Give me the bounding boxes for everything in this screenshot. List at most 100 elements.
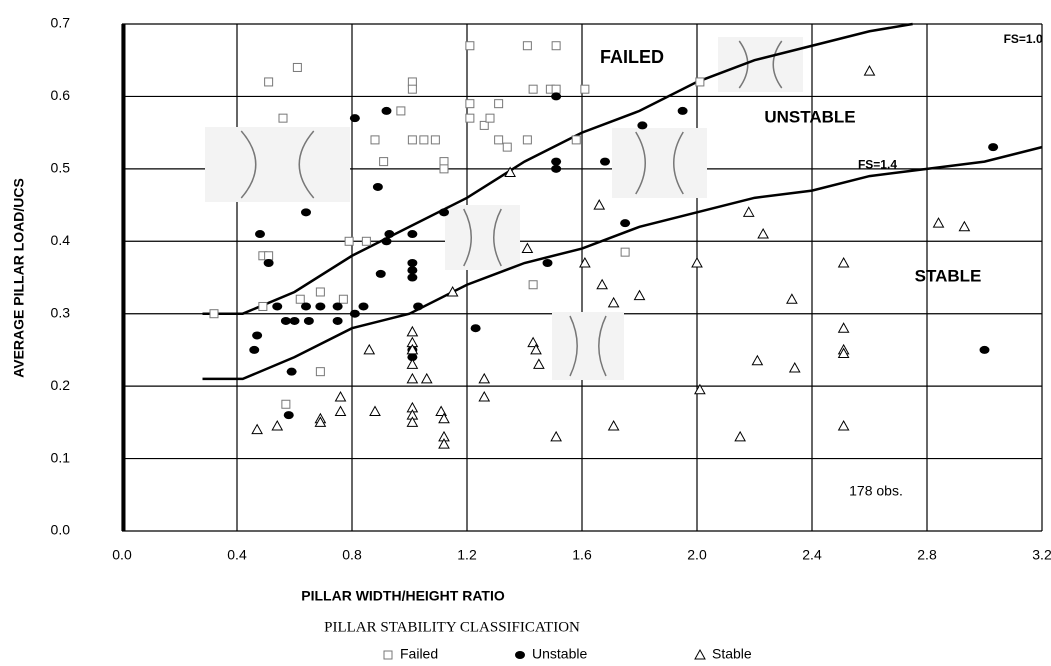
stable-point (692, 258, 702, 267)
failed-point (265, 252, 273, 260)
pillar-sketch (205, 127, 350, 202)
curve-label: FS=1.4 (858, 157, 897, 171)
sketch-bg (718, 37, 803, 92)
failed-point (259, 302, 267, 310)
failed-point (345, 237, 353, 245)
x-tick-label: 2.0 (687, 547, 707, 563)
unstable-point (272, 302, 282, 310)
stable-point (407, 359, 417, 368)
unstable-point (333, 302, 343, 310)
unstable-point (252, 331, 262, 339)
y-tick-label: 0.2 (51, 377, 71, 393)
unstable-point (980, 346, 990, 354)
stable-point (252, 425, 262, 434)
unstable-point (287, 368, 297, 376)
failed-point (529, 85, 537, 93)
stable-point (787, 294, 797, 303)
unstable-point (315, 302, 325, 310)
failed-point (380, 158, 388, 166)
unstable-point (407, 259, 417, 267)
unstable-point (264, 259, 274, 267)
failed-point (408, 136, 416, 144)
stable-point (336, 392, 346, 401)
stable-point (479, 392, 489, 401)
stable-point (839, 258, 849, 267)
unstable-point (301, 302, 311, 310)
unstable-point (637, 121, 647, 129)
stable-point (752, 356, 762, 365)
stable-point (865, 66, 875, 75)
failed-point (397, 107, 405, 115)
unstable-point (471, 324, 481, 332)
sketch-bg (205, 127, 350, 202)
legend-label: Unstable (532, 646, 587, 662)
y-tick-label: 0.3 (51, 304, 71, 320)
unstable-point (407, 230, 417, 238)
unstable-point (255, 230, 265, 238)
unstable-point (249, 346, 259, 354)
legend-marker (384, 651, 392, 659)
sketch-bg (612, 128, 707, 198)
unstable-point (551, 158, 561, 166)
x-tick-label: 0.8 (342, 547, 362, 563)
x-tick-label: 3.2 (1032, 547, 1051, 563)
failed-point (495, 100, 503, 108)
x-tick-label: 0.4 (227, 547, 247, 563)
pillar-sketch (445, 205, 520, 270)
stable-point (790, 363, 800, 372)
stable-point (609, 298, 619, 307)
unstable-point (407, 274, 417, 282)
failed-point (552, 42, 560, 50)
unstable-point (373, 183, 383, 191)
unstable-point (407, 266, 417, 274)
unstable-point (988, 143, 998, 151)
annotation: FAILED (600, 47, 664, 67)
stable-point (534, 359, 544, 368)
unstable-point (304, 317, 314, 325)
failed-point (316, 288, 324, 296)
failed-point (371, 136, 379, 144)
stable-point (609, 421, 619, 430)
unstable-point (543, 259, 553, 267)
pillar-sketch (718, 37, 803, 92)
failed-point (523, 42, 531, 50)
curve-label: FS=1.0 (1004, 32, 1043, 46)
failed-point (265, 78, 273, 86)
stable-point (522, 244, 532, 253)
unstable-point (382, 237, 392, 245)
y-tick-label: 0.5 (51, 160, 71, 176)
stable-point (479, 374, 489, 383)
failed-point (581, 85, 589, 93)
y-tick-label: 0.7 (51, 15, 71, 31)
legend-label: Failed (400, 646, 438, 662)
stable-point (758, 229, 768, 238)
chart: PILLAR WIDTH/HEIGHT RATIO AVERAGE PILLAR… (0, 0, 1051, 666)
unstable-point (413, 302, 423, 310)
failed-point (552, 85, 560, 93)
unstable-point (333, 317, 343, 325)
unstable-point (600, 158, 610, 166)
y-axis-label: AVERAGE PILLAR LOAD/UCS (11, 178, 27, 378)
legend-label: Stable (712, 646, 752, 662)
x-tick-label: 2.4 (802, 547, 822, 563)
failed-point (696, 78, 704, 86)
failed-point (495, 136, 503, 144)
stable-point (934, 218, 944, 227)
stable-point (839, 421, 849, 430)
failed-point (293, 63, 301, 71)
failed-point (529, 281, 537, 289)
x-tick-label: 1.2 (457, 547, 477, 563)
failed-point (362, 237, 370, 245)
y-tick-label: 0.0 (51, 522, 71, 538)
unstable-point (350, 310, 360, 318)
failed-point (466, 42, 474, 50)
pillar-sketch (552, 312, 624, 380)
y-tick-label: 0.4 (51, 232, 71, 248)
failed-point (408, 85, 416, 93)
unstable-point (620, 219, 630, 227)
y-tick-label: 0.1 (51, 449, 71, 465)
stable-point (370, 406, 380, 415)
unstable-point (678, 107, 688, 115)
sketch-bg (445, 205, 520, 270)
legend-marker (515, 651, 525, 659)
